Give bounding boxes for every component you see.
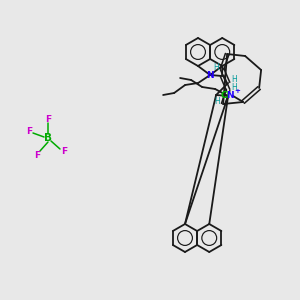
Text: F: F xyxy=(61,148,67,157)
Text: H: H xyxy=(231,83,237,92)
Text: B: B xyxy=(44,133,52,143)
Text: N: N xyxy=(226,92,234,100)
Text: N: N xyxy=(206,70,214,80)
Text: +: + xyxy=(234,88,240,94)
Text: H: H xyxy=(214,98,220,106)
Text: H: H xyxy=(213,62,219,71)
Text: F: F xyxy=(45,115,51,124)
Text: Cl: Cl xyxy=(220,91,230,100)
Text: H: H xyxy=(231,76,237,85)
Text: F: F xyxy=(26,127,32,136)
Text: F: F xyxy=(34,151,40,160)
